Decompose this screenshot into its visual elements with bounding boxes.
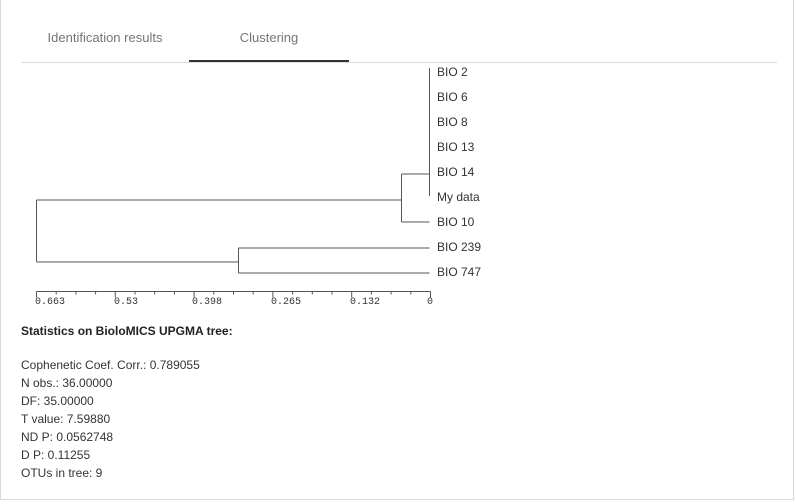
axis-tick-label: 0.398 (192, 297, 222, 308)
axis-tick-label: 0 (427, 297, 433, 308)
axis-tick-label: 0.132 (350, 297, 380, 308)
tree-statistics: Statistics on BioloMICS UPGMA tree: Coph… (21, 324, 233, 482)
axis-tick-label: 0.265 (271, 297, 301, 308)
tab-clustering[interactable]: Clustering (239, 30, 299, 45)
leaf-labels: BIO 2 BIO 6 BIO 8 BIO 13 BIO 14 My data … (437, 65, 481, 279)
stats-line: OTUs in tree: 9 (21, 466, 103, 480)
axis-ticks (36, 291, 431, 298)
dendrogram-branches (36, 68, 430, 274)
stats-title: Statistics on BioloMICS UPGMA tree: (21, 324, 233, 338)
axis-tick-labels: 0.663 0.53 0.398 0.265 0.132 0 (35, 297, 433, 308)
stats-line: Cophenetic Coef. Corr.: 0.789055 (21, 358, 200, 372)
leaf-label: My data (437, 190, 480, 204)
tab-identification-results[interactable]: Identification results (47, 30, 163, 45)
leaf-label: BIO 13 (437, 140, 475, 154)
active-tab-indicator (189, 60, 349, 62)
leaf-label: BIO 239 (437, 240, 481, 254)
leaf-label: BIO 8 (437, 115, 468, 129)
leaf-label: BIO 2 (437, 65, 468, 79)
leaf-label: BIO 747 (437, 265, 481, 279)
distance-axis (36, 291, 431, 298)
stats-line: N obs.: 36.00000 (21, 376, 113, 390)
stats-line: D P: 0.11255 (21, 448, 91, 462)
leaf-label: BIO 14 (437, 165, 475, 179)
stats-line: ND P: 0.0562748 (21, 430, 114, 444)
leaf-label: BIO 10 (437, 215, 475, 229)
upgma-dendrogram: BIO 2 BIO 6 BIO 8 BIO 13 BIO 14 My data … (35, 65, 481, 308)
leaf-label: BIO 6 (437, 90, 468, 104)
stats-line: DF: 35.00000 (21, 394, 94, 408)
axis-tick-label: 0.663 (35, 297, 65, 308)
tab-bar: Identification results Clustering (21, 12, 777, 63)
stats-line: T value: 7.59880 (21, 412, 111, 426)
axis-tick-label: 0.53 (114, 297, 138, 308)
